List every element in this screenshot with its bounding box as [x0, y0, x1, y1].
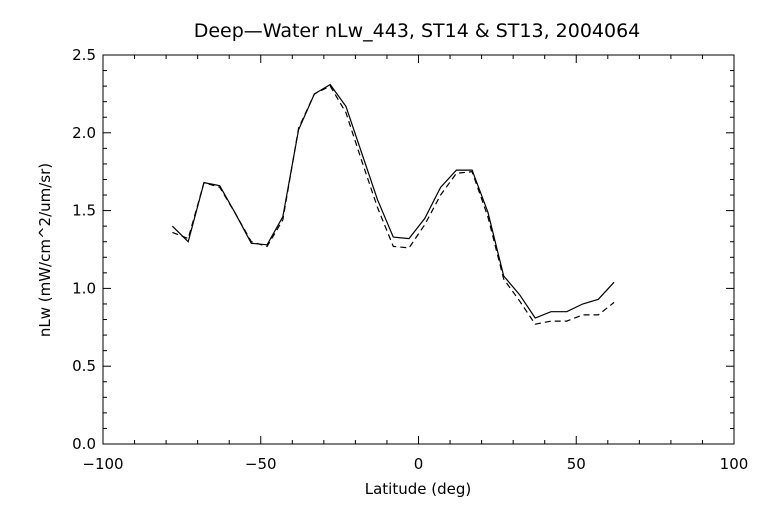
- y-axis-label: nLw (mW/cm^2/um/sr): [36, 163, 54, 337]
- x-tick-label: 50: [567, 455, 586, 473]
- y-tick-label: 2.0: [72, 124, 96, 142]
- x-tick-label: 0: [414, 455, 424, 473]
- x-tick-label: −50: [245, 455, 277, 473]
- y-tick-label: 2.5: [72, 46, 96, 64]
- axis-ticks: [102, 54, 735, 445]
- series-lines: [171, 83, 615, 325]
- y-tick-label: 1.5: [72, 202, 96, 220]
- x-tick-label: 100: [720, 455, 749, 473]
- series-line-2-dashed: [172, 85, 615, 325]
- series-line-1-solid: [171, 83, 615, 319]
- plot-frame: [102, 54, 735, 445]
- y-tick-label: 0.5: [72, 357, 96, 375]
- tick-labels: −100 −50 0 50 100 0.0 0.5 1.0 1.5 2.0 2.5: [72, 46, 748, 473]
- chart-title: Deep—Water nLw_443, ST14 & ST13, 2004064: [194, 20, 641, 42]
- y-tick-label: 1.0: [72, 279, 96, 297]
- y-tick-label: 0.0: [72, 435, 96, 453]
- x-tick-label: −100: [82, 455, 123, 473]
- x-axis-label: Latitude (deg): [365, 480, 471, 498]
